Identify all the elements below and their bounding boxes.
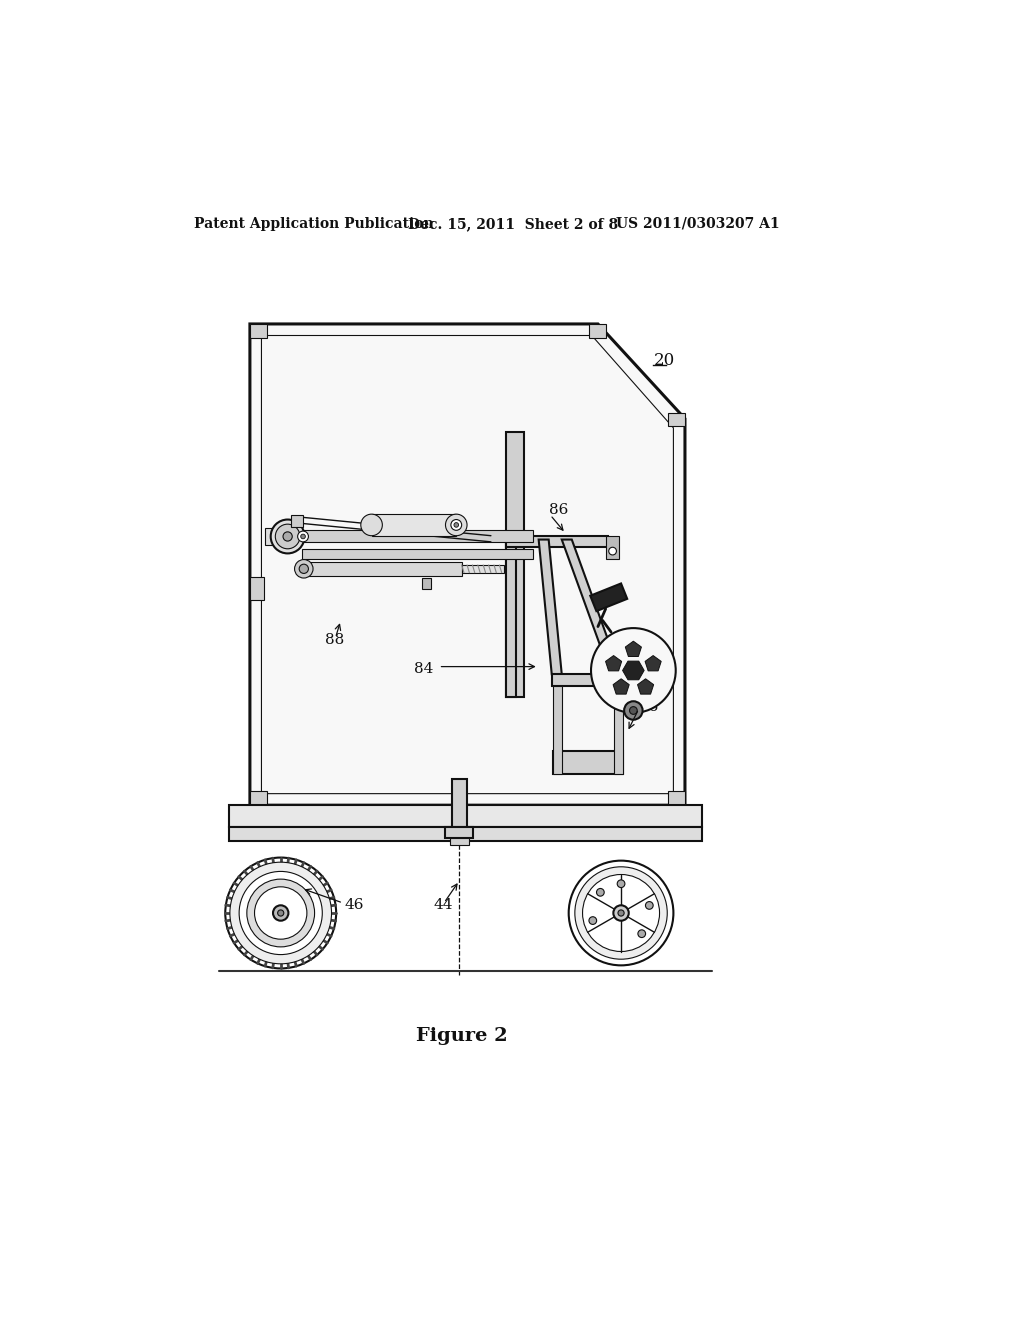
Circle shape bbox=[298, 531, 308, 543]
Bar bbox=[445, 826, 473, 838]
Text: 44: 44 bbox=[433, 899, 453, 912]
Polygon shape bbox=[552, 675, 624, 686]
Polygon shape bbox=[626, 642, 641, 656]
Circle shape bbox=[645, 902, 653, 909]
Polygon shape bbox=[553, 686, 562, 775]
Bar bbox=[250, 323, 267, 338]
Circle shape bbox=[240, 871, 323, 954]
Circle shape bbox=[299, 564, 308, 573]
Circle shape bbox=[568, 861, 674, 965]
Circle shape bbox=[230, 862, 332, 964]
Bar bbox=[606, 536, 618, 558]
Polygon shape bbox=[623, 661, 644, 680]
Bar bbox=[589, 323, 605, 338]
Circle shape bbox=[360, 515, 382, 536]
Circle shape bbox=[597, 888, 604, 896]
Polygon shape bbox=[250, 323, 685, 805]
Circle shape bbox=[613, 906, 629, 921]
Circle shape bbox=[451, 520, 462, 531]
Circle shape bbox=[589, 916, 597, 924]
Polygon shape bbox=[638, 678, 653, 694]
Polygon shape bbox=[301, 549, 532, 558]
Text: 36: 36 bbox=[640, 700, 659, 714]
Circle shape bbox=[454, 523, 459, 527]
Circle shape bbox=[591, 628, 676, 713]
Bar bbox=[250, 792, 267, 805]
Polygon shape bbox=[553, 751, 624, 775]
Text: Dec. 15, 2011  Sheet 2 of 8: Dec. 15, 2011 Sheet 2 of 8 bbox=[408, 216, 617, 231]
Circle shape bbox=[617, 909, 625, 916]
Polygon shape bbox=[539, 540, 562, 675]
Polygon shape bbox=[562, 540, 624, 682]
Text: 86: 86 bbox=[549, 503, 568, 517]
Text: US 2011/0303207 A1: US 2011/0303207 A1 bbox=[615, 216, 779, 231]
Circle shape bbox=[617, 880, 625, 887]
Circle shape bbox=[278, 909, 284, 916]
Circle shape bbox=[445, 515, 467, 536]
Circle shape bbox=[255, 887, 307, 940]
Circle shape bbox=[625, 701, 643, 719]
Polygon shape bbox=[645, 656, 662, 671]
Circle shape bbox=[295, 560, 313, 578]
Polygon shape bbox=[614, 686, 624, 775]
Bar bbox=[452, 779, 467, 826]
Text: Figure 2: Figure 2 bbox=[416, 1027, 508, 1045]
Text: 88: 88 bbox=[325, 634, 344, 647]
Circle shape bbox=[247, 879, 314, 946]
Bar bbox=[229, 805, 701, 826]
Circle shape bbox=[583, 875, 659, 952]
Text: 46: 46 bbox=[345, 899, 365, 912]
Bar bbox=[668, 413, 685, 426]
Circle shape bbox=[301, 535, 305, 539]
Bar bbox=[668, 792, 685, 805]
Polygon shape bbox=[506, 536, 608, 548]
Polygon shape bbox=[590, 583, 628, 611]
Polygon shape bbox=[605, 656, 622, 671]
Bar bbox=[506, 432, 524, 697]
Circle shape bbox=[574, 867, 668, 960]
Circle shape bbox=[638, 929, 645, 937]
Circle shape bbox=[608, 548, 616, 554]
Text: 20: 20 bbox=[654, 351, 676, 368]
Circle shape bbox=[273, 906, 289, 921]
Circle shape bbox=[630, 706, 637, 714]
Bar bbox=[291, 515, 303, 527]
Bar bbox=[265, 528, 292, 545]
Polygon shape bbox=[506, 536, 515, 697]
Bar bbox=[304, 562, 462, 576]
Bar bbox=[462, 565, 504, 573]
Polygon shape bbox=[294, 531, 532, 543]
Circle shape bbox=[283, 532, 292, 541]
Circle shape bbox=[225, 858, 336, 969]
Circle shape bbox=[270, 520, 304, 553]
Bar bbox=[250, 577, 264, 599]
Bar bbox=[422, 578, 431, 589]
Polygon shape bbox=[613, 678, 629, 694]
Circle shape bbox=[275, 524, 300, 549]
Bar bbox=[451, 838, 469, 845]
Text: Patent Application Publication: Patent Application Publication bbox=[194, 216, 433, 231]
Text: 84: 84 bbox=[414, 661, 433, 676]
Polygon shape bbox=[372, 515, 457, 536]
Bar bbox=[229, 826, 701, 841]
